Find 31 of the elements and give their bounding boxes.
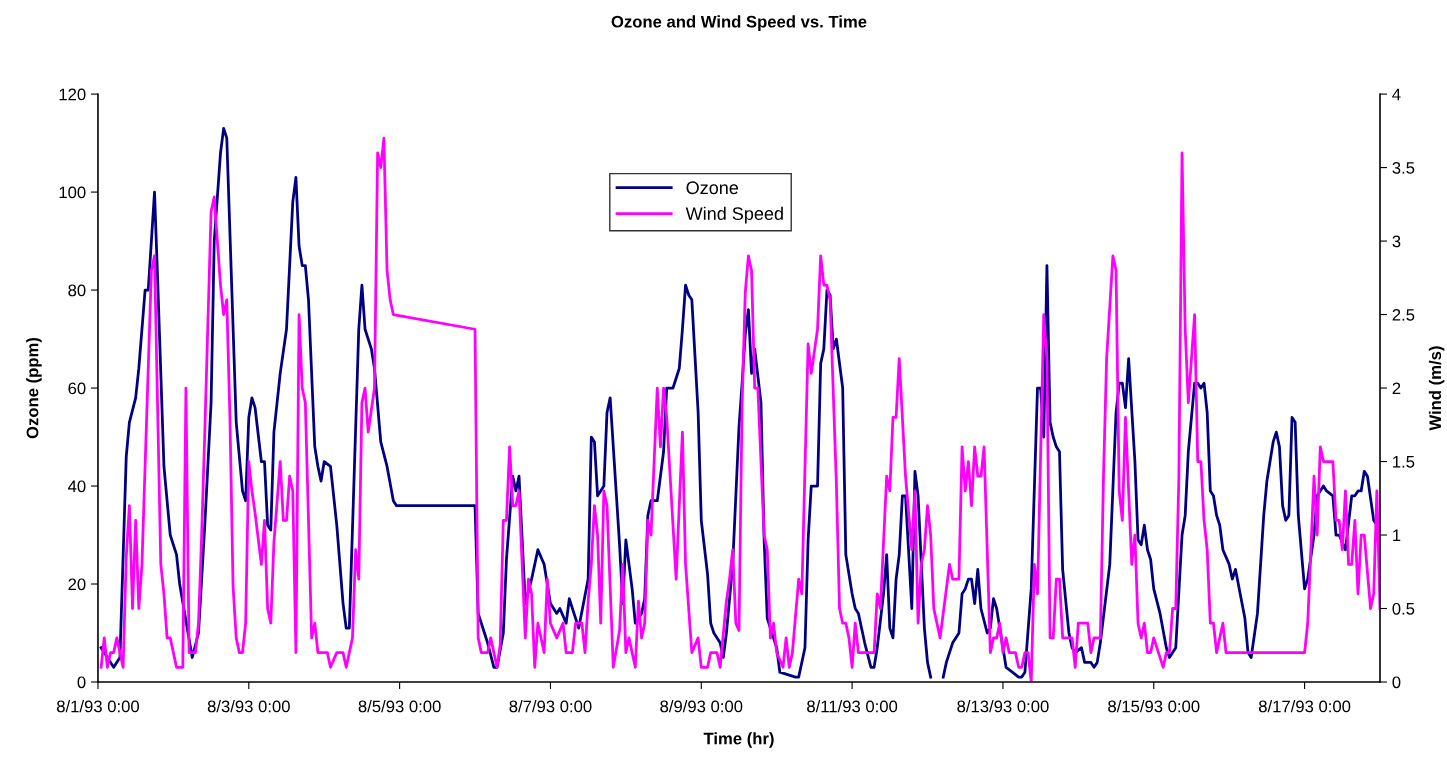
y2-tick-label: 0.5 — [1392, 602, 1415, 615]
legend-label: Ozone — [686, 181, 739, 195]
x-tick-label: 8/1/93 0:00 — [56, 700, 140, 713]
y-tick-label: 0 — [77, 676, 86, 689]
legend-label: Wind Speed — [685, 206, 783, 224]
y2-axis-title: Wind (m/s) — [1428, 346, 1445, 431]
y-tick-label: 100 — [59, 186, 86, 199]
chart-title: Ozone and Wind Speed vs. Time — [611, 15, 867, 31]
y-tick-label: 80 — [68, 284, 86, 297]
y-tick-label: 120 — [59, 88, 86, 101]
x-axis-title: Time (hr) — [703, 732, 774, 748]
y2-tick-label: 3 — [1392, 235, 1401, 248]
x-tick-label: 8/11/93 0:00 — [807, 700, 898, 713]
x-tick-label: 8/13/93 0:00 — [957, 700, 1049, 713]
y-tick-label: 60 — [68, 382, 86, 395]
y2-tick-label: 0 — [1392, 676, 1401, 689]
x-tick-label: 8/9/93 0:00 — [660, 700, 743, 713]
y2-tick-label: 1.5 — [1393, 456, 1415, 468]
y2-tick-label: 1 — [1393, 529, 1401, 542]
x-tick-label: 8/15/93 0:00 — [1108, 700, 1200, 713]
x-tick-label: 8/17/93 0:00 — [1258, 700, 1351, 713]
x-tick-label: 8/7/93 0:00 — [509, 700, 592, 713]
y-axis-title: Ozone (ppm) — [26, 337, 42, 439]
y2-tick-label: 2 — [1392, 382, 1401, 395]
y2-tick-label: 3.5 — [1392, 161, 1415, 174]
x-tick-label: 8/3/93 0:00 — [207, 700, 290, 713]
y-tick-label: 40 — [68, 480, 86, 493]
y2-tick-label: 2.5 — [1392, 308, 1415, 321]
x-tick-label: 8/5/93 0:00 — [358, 700, 441, 713]
y-tick-label: 20 — [68, 578, 86, 591]
y2-tick-label: 4 — [1392, 88, 1401, 101]
